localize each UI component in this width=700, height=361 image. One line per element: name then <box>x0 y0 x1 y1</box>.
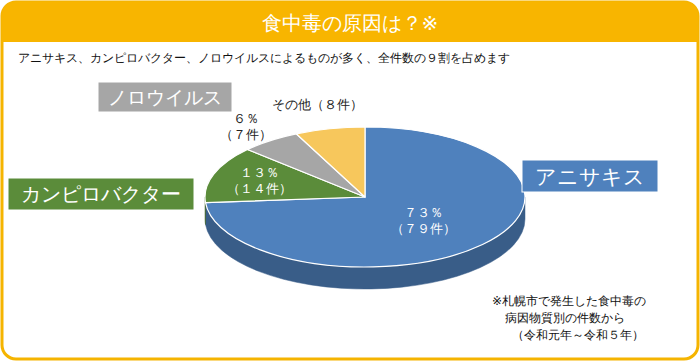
subtitle: アニサキス、カンピロバクター、ノロウイルスによるものが多く、全件数の９割を占めま… <box>18 51 510 65</box>
data-label: ６％ <box>233 111 259 126</box>
category-label: アニサキス <box>535 165 645 189</box>
note: （令和元年～令和５年） <box>512 328 644 342</box>
note: 病因物質別の件数から <box>505 311 625 325</box>
title-band <box>2 2 698 42</box>
pie <box>205 127 525 289</box>
count-label: （１４件） <box>227 181 292 196</box>
chart-root: 食中毒の原因は？※ アニサキス、カンピロバクター、ノロウイルスによるものが多く、全… <box>0 0 700 361</box>
frame <box>2 2 698 359</box>
category-box <box>522 160 658 192</box>
title: 食中毒の原因は？※ <box>262 11 439 35</box>
data-label: １３％ <box>240 165 279 180</box>
count-label: （７件） <box>220 127 272 142</box>
category-box <box>8 178 194 210</box>
note: ※札幌市で発生した食中毒の <box>492 294 646 308</box>
count-label: （７９件） <box>391 221 456 236</box>
slice <box>206 127 525 267</box>
chart: 食中毒の原因は？※ アニサキス、カンピロバクター、ノロウイルスによるものが多く、全… <box>0 0 700 361</box>
category-box <box>98 82 232 112</box>
category-label: カンピロバクター <box>21 182 181 206</box>
category-label: ノロウイルス <box>108 86 222 108</box>
count-label: （８件） <box>311 97 363 112</box>
category-label: その他 <box>272 97 311 112</box>
data-label: ７３％ <box>404 205 443 220</box>
slice <box>296 127 365 197</box>
other-label: その他（８件） <box>272 97 363 112</box>
